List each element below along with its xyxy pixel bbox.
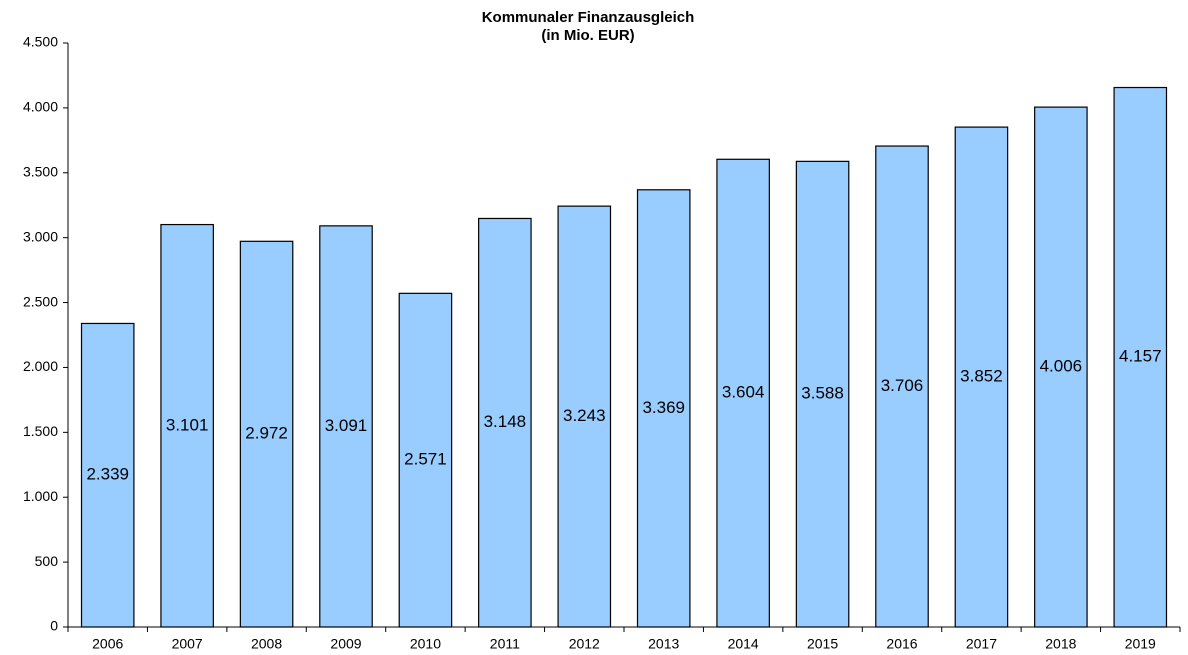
y-tick-label: 2.000 [23,358,58,374]
bar [795,160,850,628]
x-tick-label: 2008 [251,636,282,652]
value-label: 3.369 [642,398,685,417]
x-tick-label: 2011 [490,636,520,652]
x-tick-label: 2019 [1125,636,1156,652]
value-label: 3.706 [881,376,924,395]
value-label: 4.006 [1040,357,1083,376]
value-label: 3.091 [325,416,368,435]
x-tick-label: 2006 [92,636,123,652]
x-tick-label: 2009 [330,636,361,652]
value-label: 2.571 [404,450,447,469]
x-tick-label: 2013 [648,636,679,652]
chart-title: Kommunaler Finanzausgleich [482,9,695,26]
y-tick-label: 3.500 [23,163,58,179]
bar [1034,106,1088,628]
bar [319,225,373,628]
x-tick-label: 2018 [1045,636,1076,652]
x-tick-label: 2007 [172,636,203,652]
bar [239,240,294,628]
bar [636,189,691,628]
y-tick-label: 3.000 [23,228,58,244]
value-label: 3.148 [484,412,527,431]
x-tick-label: 2012 [569,636,600,652]
bar [1113,86,1168,628]
y-tick-label: 1.000 [23,488,58,504]
bar [160,223,214,628]
x-tick-label: 2015 [807,636,838,652]
value-label: 3.101 [166,415,209,434]
bar [398,292,453,628]
bar [875,145,929,628]
value-label: 3.588 [801,384,844,403]
y-tick-label: 0 [50,618,58,634]
bar [557,205,612,628]
y-tick-label: 1.500 [23,423,58,439]
value-label: 3.604 [722,383,765,402]
x-tick-label: 2014 [728,636,759,652]
value-label: 4.157 [1119,347,1162,366]
value-label: 2.972 [245,424,288,443]
x-tick-label: 2016 [886,636,917,652]
bar [716,158,770,628]
bar [478,217,532,628]
x-tick-label: 2010 [410,636,441,652]
value-label: 2.339 [86,465,129,484]
value-label: 3.852 [960,367,1003,386]
bar [80,322,135,628]
y-tick-label: 4.500 [23,34,58,50]
y-tick-label: 2.500 [23,293,58,309]
y-tick-label: 4.000 [23,99,58,115]
y-tick-label: 500 [35,553,59,569]
bar [954,126,1009,628]
x-tick-label: 2017 [966,636,997,652]
value-label: 3.243 [563,406,606,425]
chart-subtitle: (in Mio. EUR) [541,27,634,44]
